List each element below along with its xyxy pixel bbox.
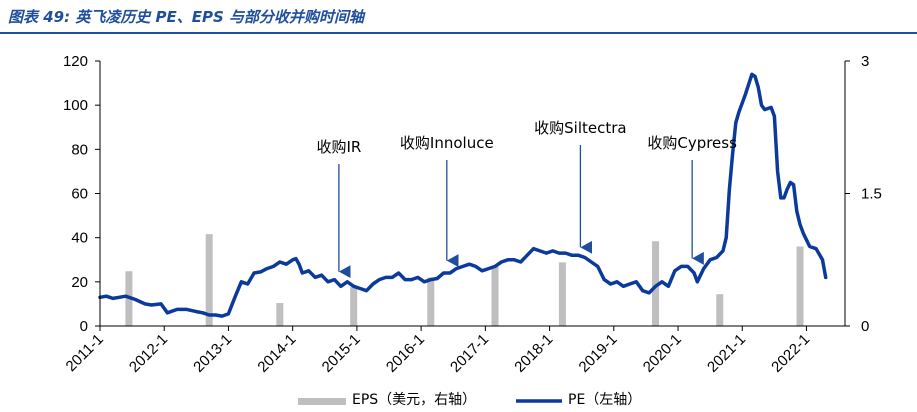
title-rule [0, 32, 917, 34]
right-tick-label: 1.5 [861, 186, 882, 203]
eps-bar [491, 265, 499, 326]
axes: 0 20 40 60 80 100 120 0 1.5 3 2011-1 2012-1 2013-1 20… [63, 53, 882, 376]
left-tick-label: 0 [80, 318, 88, 335]
left-tick-label: 80 [71, 141, 88, 158]
left-tick-label: 20 [71, 274, 88, 291]
legend-eps-swatch [298, 398, 346, 405]
left-tick-label: 120 [63, 53, 88, 70]
right-tick-label: 0 [861, 318, 869, 335]
x-tick-label: 2019-1 [576, 331, 621, 376]
x-tick-label: 2018-1 [511, 331, 556, 376]
x-tick-label: 2011-1 [63, 331, 107, 375]
x-tick-label: 2020-1 [640, 331, 685, 376]
eps-bar [558, 262, 566, 326]
eps-bars [125, 234, 804, 326]
eps-bar [796, 246, 804, 326]
left-tick-label: 60 [71, 186, 88, 203]
eps-bar [205, 234, 213, 326]
pe-line-layer [98, 72, 828, 318]
eps-bar [427, 277, 435, 326]
x-tick-label: 2016-1 [383, 331, 428, 376]
pe-line [98, 72, 828, 318]
left-tick-label: 40 [71, 230, 88, 247]
x-tick-label: 2017-1 [447, 331, 492, 376]
annotation-label: 收购Innoluce [400, 134, 494, 152]
eps-bar [652, 241, 660, 326]
figure-title: 图表 49: 英飞凌历史 PE、EPS 与部分收并购时间轴 [8, 8, 365, 26]
annotations: 收购IR 收购Innoluce 收购Siltectra 收购Cypress [316, 119, 737, 279]
x-tick-label: 2012-1 [126, 331, 171, 376]
left-tick-label: 100 [63, 97, 88, 114]
legend-eps-label: EPS（美元，右轴） [352, 392, 476, 408]
annotation-label: 收购Cypress [647, 134, 737, 152]
annotation-label: 收购Siltectra [534, 119, 626, 137]
x-tick-label: 2015-1 [319, 331, 364, 376]
x-tick-label: 2022-1 [768, 331, 813, 376]
x-tick-label: 2013-1 [190, 331, 235, 376]
right-tick-label: 3 [861, 53, 869, 70]
eps-bar [350, 287, 358, 326]
legend: EPS（美元，右轴） PE（左轴） [298, 392, 641, 408]
eps-bar [276, 303, 284, 326]
legend-pe-label: PE（左轴） [568, 392, 641, 408]
eps-bar [716, 294, 724, 326]
annotation-label: 收购IR [316, 138, 361, 156]
x-tick-label: 2021-1 [704, 331, 749, 376]
x-tick-label: 2014-1 [254, 331, 299, 376]
